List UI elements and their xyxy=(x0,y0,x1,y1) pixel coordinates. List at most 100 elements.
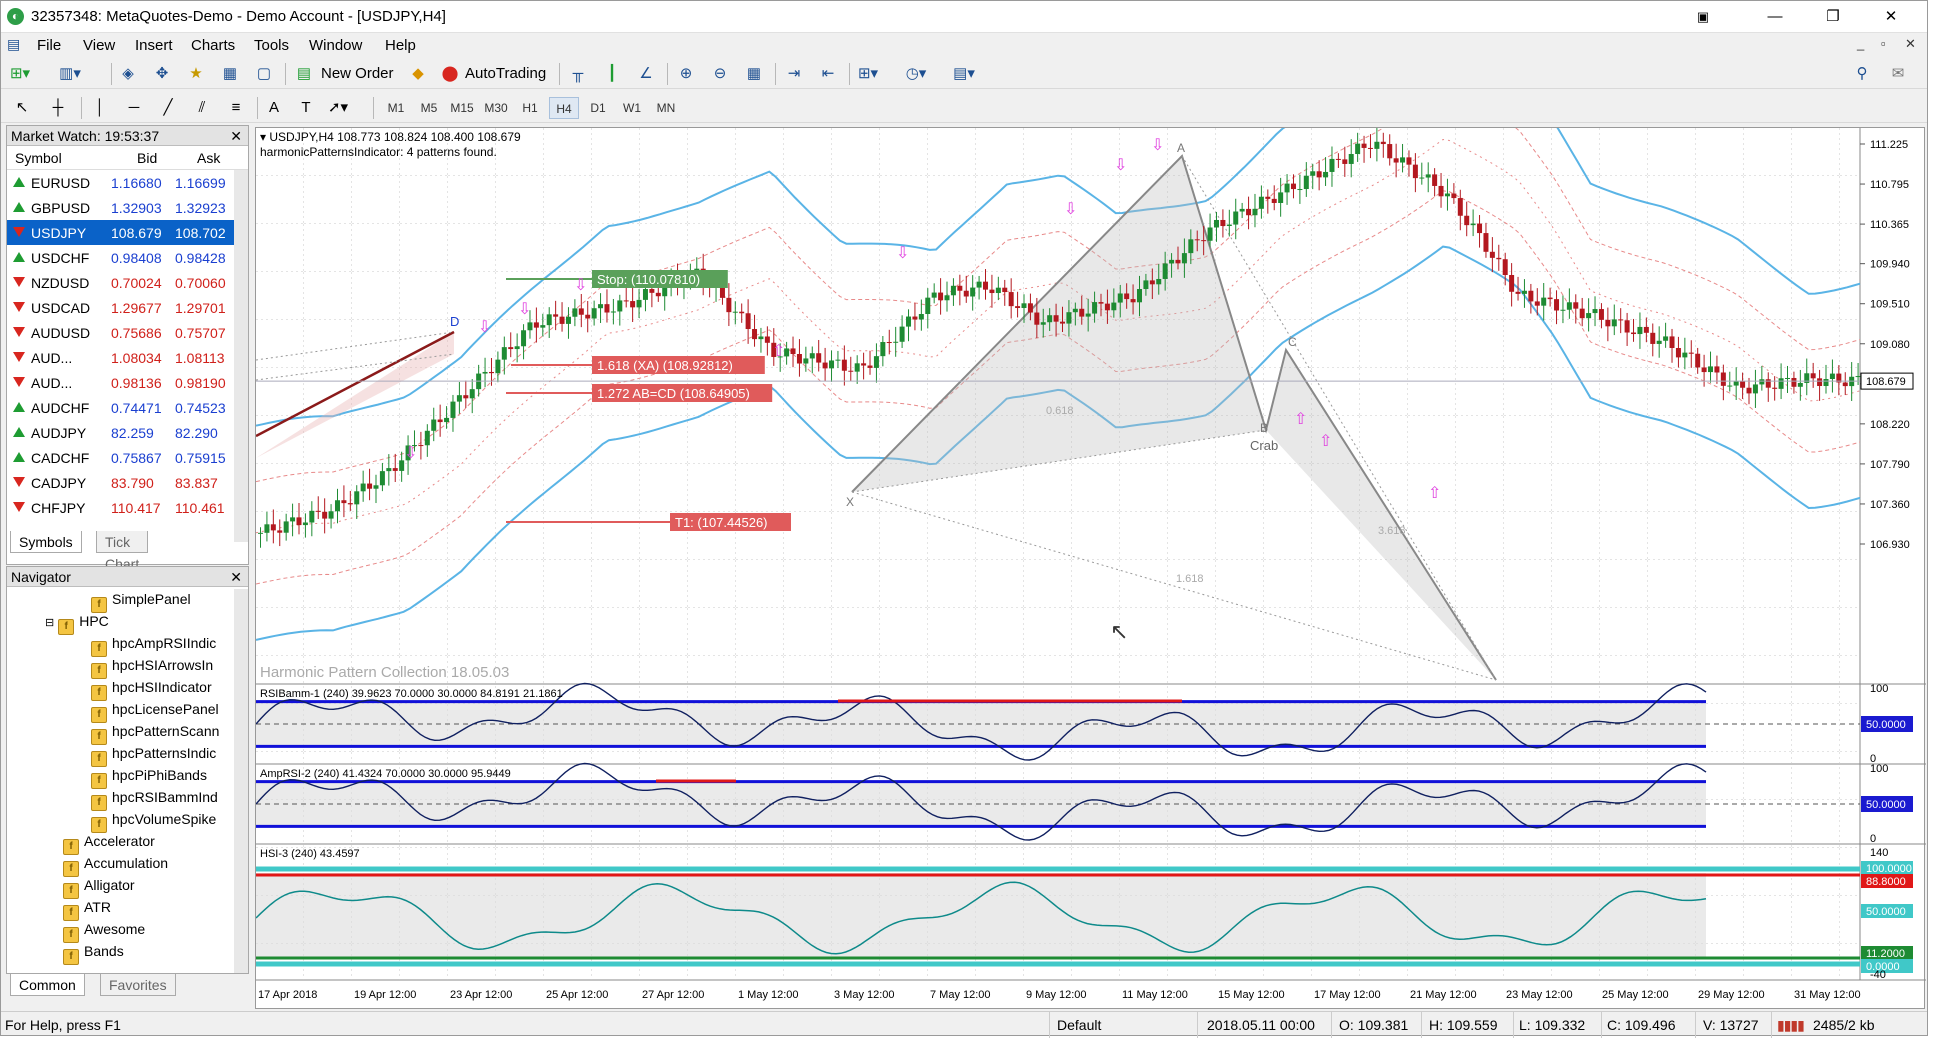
navigator-item[interactable]: f hpcVolumeSpike xyxy=(91,811,231,833)
menu-window[interactable]: Window xyxy=(309,37,363,54)
new-order-icon[interactable]: ▤ xyxy=(296,65,312,82)
navigator-item[interactable]: f Accumulation xyxy=(63,855,231,877)
restore-child-icon[interactable]: ▣ xyxy=(1696,9,1710,24)
metaeditor-icon[interactable]: ◆ xyxy=(412,65,424,82)
scroll-chart-icon[interactable]: ⇥ xyxy=(787,65,801,82)
market-watch-row[interactable]: AUDUSD 0.75686 0.75707 xyxy=(7,320,248,345)
market-watch-row[interactable]: GBPUSD 1.32903 1.32923 xyxy=(7,195,248,220)
close-icon[interactable]: ✕ xyxy=(230,128,242,144)
navigator-item[interactable]: f hpcPatternsIndic xyxy=(91,745,231,767)
zoom-in-icon[interactable]: ⊕ xyxy=(679,65,693,82)
market-watch-row[interactable]: AUDJPY 82.259 82.290 xyxy=(7,420,248,445)
close-button[interactable]: ✕ xyxy=(1884,8,1898,25)
market-watch-row[interactable]: CADCHF 0.75867 0.75915 xyxy=(7,445,248,470)
autotrading-button[interactable]: AutoTrading xyxy=(465,65,547,82)
autotrading-icon[interactable]: ⬤ xyxy=(441,65,459,82)
market-watch-icon[interactable]: ◈ xyxy=(122,65,134,82)
candle-chart-icon[interactable]: ┃ xyxy=(607,65,617,82)
navigator-scrollbar[interactable] xyxy=(234,589,248,973)
new-order-button[interactable]: New Order xyxy=(321,65,394,82)
menu-file[interactable]: File xyxy=(37,37,62,54)
chart-symbol-dropdown-icon[interactable]: ▾ xyxy=(260,130,270,144)
column-ask[interactable]: Ask xyxy=(197,150,221,166)
equidistant-channel-icon[interactable]: ⫽ xyxy=(198,99,206,116)
tab-symbols[interactable]: Symbols xyxy=(10,531,82,553)
vertical-line-icon[interactable]: │ xyxy=(95,99,105,116)
bar-chart-icon[interactable]: ╥ xyxy=(572,65,584,82)
tile-windows-icon[interactable]: ▦ xyxy=(746,65,762,82)
column-bid[interactable]: Bid xyxy=(137,150,158,166)
market-watch-row[interactable]: AUDCHF 0.74471 0.74523 xyxy=(7,395,248,420)
navigator-item[interactable]: f hpcAmpRSIIndic xyxy=(91,635,231,657)
chat-icon[interactable]: ✉ xyxy=(1891,65,1905,82)
fibonacci-icon[interactable]: ≡ xyxy=(231,99,241,116)
timeframe-w1[interactable]: W1 xyxy=(623,101,641,115)
search-icon[interactable]: ⚲ xyxy=(1856,65,1868,82)
timeframe-h1[interactable]: H1 xyxy=(522,101,538,115)
column-symbol[interactable]: Symbol xyxy=(15,150,62,166)
timeframe-d1[interactable]: D1 xyxy=(590,101,606,115)
navigator-item[interactable]: f hpcPatternScann xyxy=(91,723,231,745)
navigator-item[interactable]: f hpcHSIArrowsIn xyxy=(91,657,231,679)
new-chart-icon[interactable]: ⊞▾ xyxy=(9,65,31,82)
mdi-minimize-icon[interactable]: _ xyxy=(1857,36,1865,51)
timeframe-m5[interactable]: M5 xyxy=(420,101,438,115)
minimize-button[interactable]: — xyxy=(1767,8,1783,25)
mdi-close-icon[interactable]: ✕ xyxy=(1905,36,1916,51)
market-watch-row[interactable]: EURUSD 1.16680 1.16699 xyxy=(7,170,248,195)
profiles-icon[interactable]: ▥▾ xyxy=(59,65,81,82)
menu-help[interactable]: Help xyxy=(385,37,416,54)
market-watch-row[interactable]: AUD... 0.98136 0.98190 xyxy=(7,370,248,395)
strategy-tester-icon[interactable]: ▢ xyxy=(256,65,272,82)
timeframe-h4[interactable]: H4 xyxy=(549,97,579,119)
terminal-icon[interactable]: ▦ xyxy=(222,65,238,82)
doc-icon[interactable]: ▤ xyxy=(7,36,21,52)
navigator-item[interactable]: f SimplePanel xyxy=(91,591,231,613)
navigator-folder[interactable]: ⊟ f HPC xyxy=(45,613,231,635)
crosshair-icon[interactable]: ┼ xyxy=(52,99,64,116)
maximize-button[interactable]: ❐ xyxy=(1826,8,1840,25)
arrows-icon[interactable]: ➚▾ xyxy=(327,99,349,116)
menu-charts[interactable]: Charts xyxy=(191,37,236,54)
navigator-item[interactable]: f Alligator xyxy=(63,877,231,899)
navigator-item[interactable]: f hpcHSIIndicator xyxy=(91,679,231,701)
navigator-item[interactable]: f hpcRSIBammInd xyxy=(91,789,231,811)
navigator-item[interactable]: f ATR xyxy=(63,899,231,921)
menu-insert[interactable]: Insert xyxy=(135,37,173,54)
data-window-icon[interactable]: ✥ xyxy=(155,65,169,82)
text-label-icon[interactable]: T xyxy=(301,99,311,116)
market-watch-row[interactable]: USDCAD 1.29677 1.29701 xyxy=(7,295,248,320)
tab-favorites[interactable]: Favorites xyxy=(100,974,176,996)
zoom-out-icon[interactable]: ⊖ xyxy=(713,65,727,82)
periods-icon[interactable]: ◷▾ xyxy=(905,65,927,82)
tab-common[interactable]: Common xyxy=(10,974,85,996)
menu-tools[interactable]: Tools xyxy=(254,37,290,54)
navigator-item[interactable]: f Awesome xyxy=(63,921,231,943)
market-watch-scrollbar[interactable] xyxy=(234,170,248,542)
trendline-icon[interactable]: ╱ xyxy=(163,99,173,116)
timeframe-m15[interactable]: M15 xyxy=(450,101,474,115)
navigator-item[interactable]: f Bands xyxy=(63,943,231,965)
templates-icon[interactable]: ▤▾ xyxy=(953,65,975,82)
line-chart-icon[interactable]: ∠ xyxy=(639,65,653,82)
indicators-icon[interactable]: ⊞▾ xyxy=(857,65,879,82)
market-watch-row[interactable]: AUD... 1.08034 1.08113 xyxy=(7,345,248,370)
horizontal-line-icon[interactable]: ─ xyxy=(128,99,140,116)
collapse-icon[interactable]: ⊟ xyxy=(45,617,55,629)
navigator-item[interactable]: f Accelerator xyxy=(63,833,231,855)
close-icon[interactable]: ✕ xyxy=(230,569,242,585)
tab-tick-chart[interactable]: Tick Chart xyxy=(96,531,149,572)
chart-shift-icon[interactable]: ⇤ xyxy=(821,65,835,82)
market-watch-row[interactable]: NZDUSD 0.70024 0.70060 xyxy=(7,270,248,295)
chart-window[interactable]: A X B C Crab D 0.618 3.618 1.618 Stop: (110.07810… xyxy=(255,31,1926,1009)
mdi-restore-icon[interactable]: ▫ xyxy=(1881,36,1886,51)
navigator-item[interactable]: f hpcLicensePanel xyxy=(91,701,231,723)
text-icon[interactable]: A xyxy=(268,99,279,116)
navigator-icon[interactable]: ★ xyxy=(189,65,203,82)
timeframe-m30[interactable]: M30 xyxy=(484,101,508,115)
status-profile[interactable]: Default xyxy=(1057,1017,1102,1033)
market-watch-row[interactable]: USDCHF 0.98408 0.98428 xyxy=(7,245,248,270)
market-watch-row[interactable]: CADJPY 83.790 83.837 xyxy=(7,470,248,495)
navigator-item[interactable]: f hpcPiPhiBands xyxy=(91,767,231,789)
market-watch-row[interactable]: USDJPY 108.679 108.702 xyxy=(7,220,248,245)
